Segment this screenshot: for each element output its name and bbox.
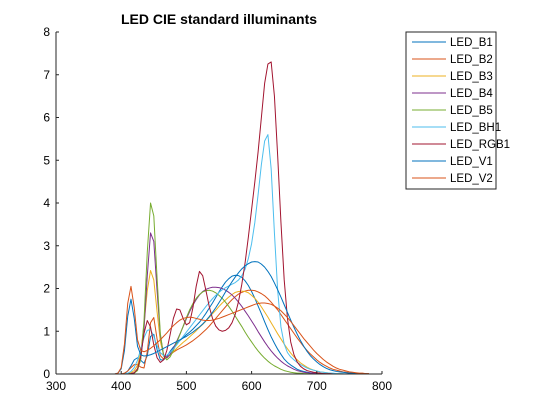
legend-label: LED_B2 <box>450 54 493 66</box>
y-tick-label: 5 <box>43 153 50 167</box>
legend-item-led-b2[interactable]: LED_B2 <box>412 54 493 66</box>
x-tick-label: 500 <box>176 379 196 393</box>
y-tick-label: 6 <box>43 111 50 125</box>
legend-label: LED_B5 <box>450 105 493 117</box>
series-lines <box>108 61 370 375</box>
legend-item-led-b4[interactable]: LED_B4 <box>412 88 493 100</box>
legend-item-led-b5[interactable]: LED_B5 <box>412 105 493 117</box>
legend-label: LED_B3 <box>450 71 493 83</box>
x-tick-label: 300 <box>46 379 66 393</box>
legend-label: LED_B1 <box>450 37 493 49</box>
y-tick-label: 2 <box>43 282 50 296</box>
y-tick-label: 1 <box>43 324 50 338</box>
y-tick-label: 4 <box>43 196 50 210</box>
legend-item-led-v2[interactable]: LED_V2 <box>412 173 493 185</box>
legend[interactable]: LED_B1 LED_B2 LED_B3 LED_B4 LED_B5 LED_BH1 LED… <box>405 31 510 190</box>
plot-area <box>56 32 382 374</box>
axes: 300 400 500 600 700 800 0 1 2 3 4 5 6 7 8 <box>43 25 392 393</box>
legend-label: LED_RGB1 <box>450 139 510 151</box>
y-tick-label: 3 <box>43 239 50 253</box>
x-tick-label: 600 <box>242 379 262 393</box>
legend-label: LED_B4 <box>450 88 493 100</box>
legend-item-led-v1[interactable]: LED_V1 <box>412 156 493 168</box>
legend-label: LED_V1 <box>450 156 493 168</box>
y-tick-label: 8 <box>43 25 50 39</box>
series-line-led-v1 <box>108 261 370 375</box>
legend-item-led-rgb1[interactable]: LED_RGB1 <box>412 139 510 151</box>
x-tick-label: 400 <box>111 379 131 393</box>
x-tick-label: 800 <box>372 379 392 393</box>
legend-item-led-b3[interactable]: LED_B3 <box>412 71 493 83</box>
y-tick-label: 0 <box>43 367 50 381</box>
series-line-led-v2 <box>108 285 369 375</box>
legend-item-led-bh1[interactable]: LED_BH1 <box>412 122 501 134</box>
chart-title: LED CIE standard illuminants <box>121 11 317 27</box>
legend-label: LED_BH1 <box>450 122 501 134</box>
y-tick-label: 7 <box>43 68 50 82</box>
series-line-led-b2 <box>108 289 369 375</box>
x-tick-label: 700 <box>307 379 327 393</box>
legend-label: LED_V2 <box>450 173 493 185</box>
legend-item-led-b1[interactable]: LED_B1 <box>412 37 493 49</box>
